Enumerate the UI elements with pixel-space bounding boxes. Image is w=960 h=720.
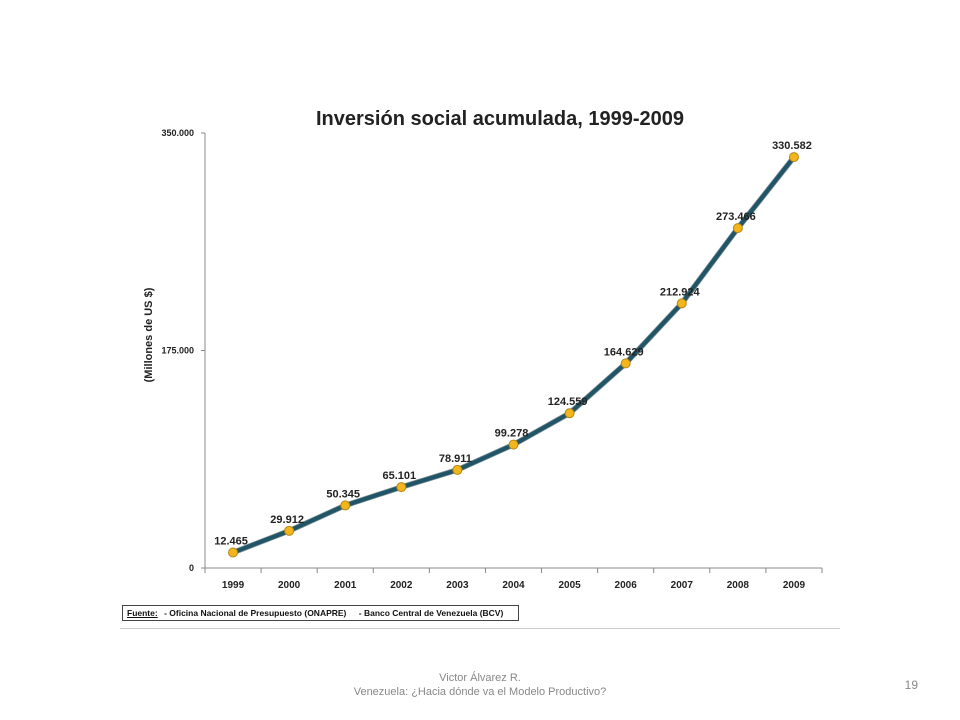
page-number: 19 [904,678,918,692]
y-tick-label: 0 [189,563,194,573]
source-box: Fuente: - Oficina Nacional de Presupuest… [122,605,519,621]
x-tick-label: 2003 [446,580,469,591]
series-line-shadow [230,154,797,556]
data-point-marker [284,525,295,536]
data-label: 212.924 [660,286,701,298]
data-point-marker [396,482,407,493]
data-point-marker [452,464,463,475]
data-point-marker [508,439,519,450]
x-tick-label: 2007 [671,580,694,591]
chart-title: Inversión social acumulada, 1999-2009 [316,108,684,130]
chart-ticks: 0 175.000 350.000 1999 2000 2001 2002 2003 2004 2… [161,128,823,591]
data-label: 330.582 [772,140,812,152]
y-tick-label: 350.000 [161,128,194,138]
slide-footer: Victor Álvarez R. Venezuela: ¿Hacia dónd… [0,671,960,699]
source-item-bcv: - Banco Central de Venezuela (BCV) [358,608,504,618]
data-point-marker [788,152,799,163]
data-point-marker [620,358,631,369]
x-tick-label: 2005 [558,580,581,591]
x-tick-label: 2006 [615,580,638,591]
data-label: 164.629 [604,346,644,358]
x-tick-label: 2008 [727,580,750,591]
data-label: 65.101 [382,470,416,482]
data-label: 273.466 [716,211,756,223]
chart-area: Inversión social acumulada, 1999-2009 0 1… [120,98,840,630]
divider [120,628,840,629]
data-label: 78.911 [439,453,472,465]
series-group: 12.465 29.912 50.345 65.101 78.911 99.278 124.… [214,140,812,558]
y-axis-label: (Millones de US $) [143,287,155,382]
x-tick-label: 2002 [390,580,413,591]
source-item-onapre: - Oficina Nacional de Presupuesto (ONAPR… [164,608,347,618]
chart-axes [204,133,822,569]
data-point-marker [732,223,743,234]
footer-author: Victor Álvarez R. [439,672,521,684]
footer-subtitle: Venezuela: ¿Hacia dónde va el Modelo Pro… [353,686,607,698]
source-title: Fuente: [127,608,158,618]
x-tick-label: 1999 [222,580,245,591]
data-label: 12.465 [214,536,248,548]
data-label: 29.912 [270,514,304,526]
line-chart: Inversión social acumulada, 1999-2009 0 1… [143,108,823,591]
data-point-marker [564,408,575,419]
series-line [231,155,796,555]
data-label: 99.278 [495,428,529,440]
y-tick-label: 175.000 [161,346,194,356]
data-point-marker [340,500,351,511]
x-tick-label: 2001 [334,580,357,591]
data-point-marker [228,547,239,558]
x-tick-label: 2004 [502,580,525,591]
data-label: 50.345 [326,488,360,500]
data-label: 124.559 [548,396,588,408]
data-point-marker [676,298,687,309]
x-tick-label: 2000 [278,580,301,591]
x-tick-label: 2009 [783,580,806,591]
